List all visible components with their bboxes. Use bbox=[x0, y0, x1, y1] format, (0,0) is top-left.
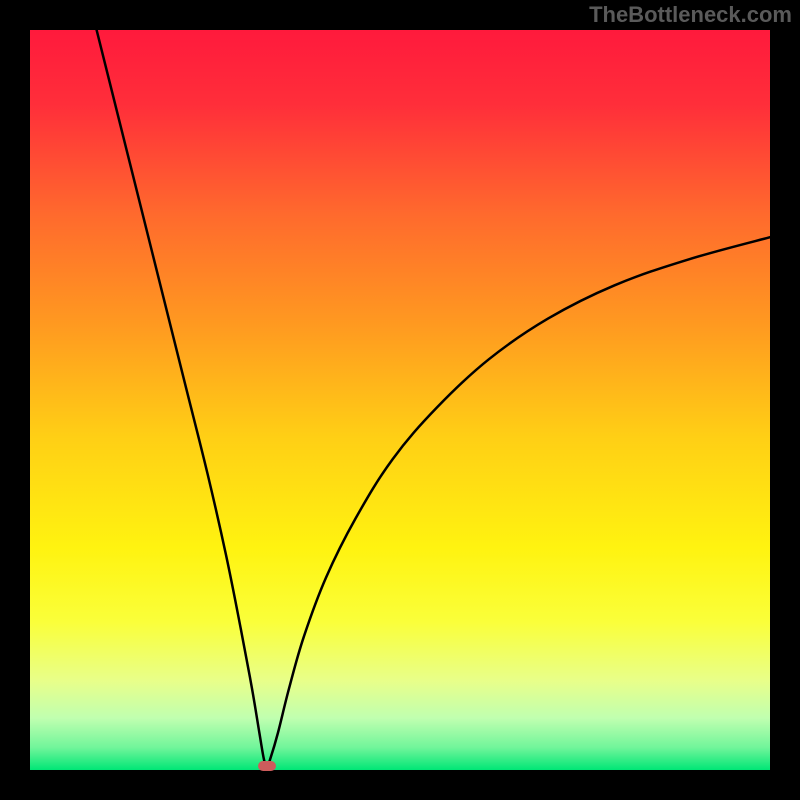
curve-path bbox=[97, 30, 770, 767]
watermark-text: TheBottleneck.com bbox=[589, 2, 792, 28]
bottleneck-curve bbox=[30, 30, 770, 770]
chart-plot-area bbox=[30, 30, 770, 770]
minimum-marker bbox=[258, 761, 276, 771]
